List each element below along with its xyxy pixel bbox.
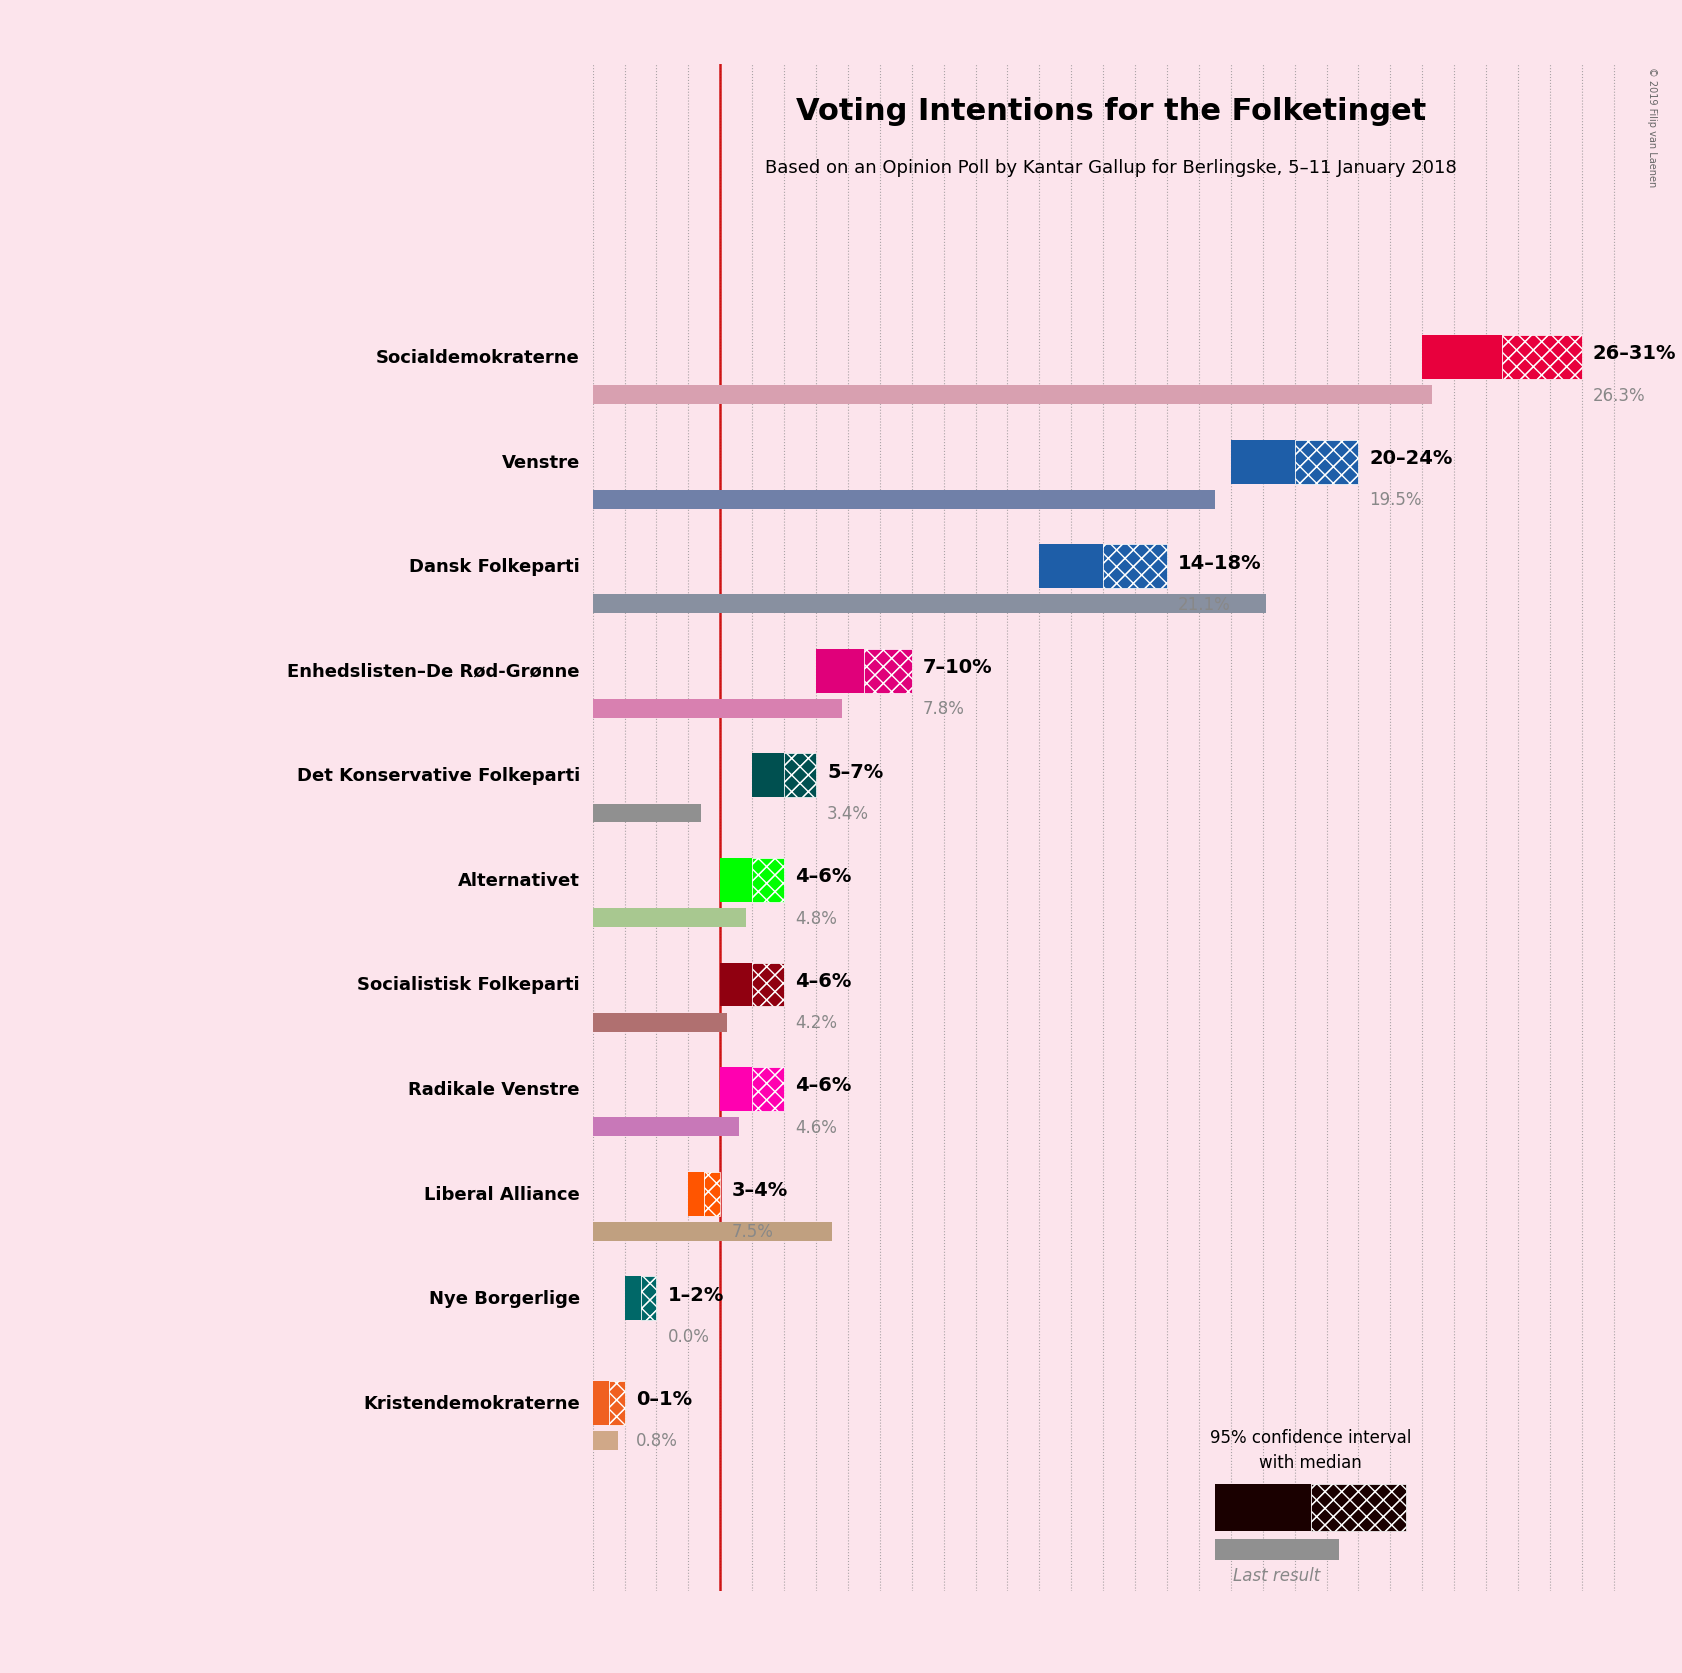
Bar: [592, 1380, 609, 1425]
Text: 7.5%: 7.5%: [732, 1223, 774, 1241]
Text: 0–1%: 0–1%: [636, 1389, 691, 1409]
Text: 21.1%: 21.1%: [1177, 596, 1231, 614]
Text: 4.2%: 4.2%: [796, 1014, 838, 1032]
Text: Socialdemokraterne: Socialdemokraterne: [377, 350, 580, 366]
Text: Radikale Venstre: Radikale Venstre: [409, 1081, 580, 1099]
Bar: [752, 1067, 784, 1111]
Text: 7.8%: 7.8%: [923, 699, 965, 718]
Text: © 2019 Filip van Laenen: © 2019 Filip van Laenen: [1647, 67, 1657, 187]
Text: 4.6%: 4.6%: [796, 1118, 838, 1136]
Bar: [641, 1276, 656, 1320]
Bar: [1295, 440, 1359, 483]
Bar: [592, 805, 701, 823]
Bar: [720, 1067, 752, 1111]
Bar: [784, 755, 816, 798]
Bar: [592, 1430, 619, 1450]
Text: 5–7%: 5–7%: [828, 763, 883, 781]
Bar: [1502, 336, 1581, 380]
Text: Venstre: Venstre: [501, 453, 580, 472]
Text: 95% confidence interval
with median: 95% confidence interval with median: [1209, 1429, 1411, 1472]
Bar: [592, 699, 841, 718]
Bar: [752, 858, 784, 902]
Bar: [720, 858, 752, 902]
Text: 7–10%: 7–10%: [923, 657, 992, 676]
Bar: [1231, 440, 1295, 483]
Text: Based on an Opinion Poll by Kantar Gallup for Berlingske, 5–11 January 2018: Based on an Opinion Poll by Kantar Gallu…: [765, 159, 1457, 177]
Bar: [752, 755, 784, 798]
Bar: [784, 755, 816, 798]
Bar: [609, 1380, 624, 1425]
Bar: [641, 1276, 656, 1320]
Bar: [1423, 336, 1502, 380]
Bar: [1214, 1484, 1310, 1531]
Bar: [1310, 1484, 1406, 1531]
Bar: [1039, 545, 1103, 589]
Text: Nye Borgerlige: Nye Borgerlige: [429, 1290, 580, 1307]
Text: Socialistisk Folkeparti: Socialistisk Folkeparti: [357, 975, 580, 994]
Bar: [592, 596, 1267, 614]
Text: Last result: Last result: [1233, 1566, 1320, 1584]
Bar: [592, 490, 1214, 509]
Text: 3–4%: 3–4%: [732, 1179, 787, 1200]
Text: 26–31%: 26–31%: [1593, 345, 1677, 363]
Bar: [609, 1380, 624, 1425]
Text: 4–6%: 4–6%: [796, 972, 851, 990]
Text: Dansk Folkeparti: Dansk Folkeparti: [409, 557, 580, 576]
Bar: [592, 1014, 727, 1032]
Text: 4.8%: 4.8%: [796, 908, 838, 927]
Bar: [1295, 440, 1359, 483]
Text: Enhedslisten–De Rød-Grønne: Enhedslisten–De Rød-Grønne: [288, 663, 580, 681]
Bar: [752, 964, 784, 1007]
Bar: [592, 908, 745, 927]
Bar: [1214, 1539, 1339, 1561]
Bar: [720, 964, 752, 1007]
Bar: [816, 649, 865, 693]
Bar: [865, 649, 912, 693]
Bar: [1502, 336, 1581, 380]
Bar: [624, 1276, 641, 1320]
Text: 14–18%: 14–18%: [1177, 554, 1262, 572]
Text: 26.3%: 26.3%: [1593, 386, 1645, 405]
Text: Kristendemokraterne: Kristendemokraterne: [363, 1394, 580, 1412]
Text: Liberal Alliance: Liberal Alliance: [424, 1184, 580, 1203]
Text: 0.0%: 0.0%: [668, 1327, 710, 1345]
Bar: [752, 1067, 784, 1111]
Text: Det Konservative Folkeparti: Det Konservative Folkeparti: [296, 766, 580, 785]
Bar: [865, 649, 912, 693]
Bar: [592, 386, 1431, 405]
Text: Voting Intentions for the Folketinget: Voting Intentions for the Folketinget: [796, 97, 1426, 125]
Text: 4–6%: 4–6%: [796, 1076, 851, 1094]
Text: Alternativet: Alternativet: [458, 872, 580, 890]
Bar: [592, 1223, 833, 1241]
Bar: [752, 964, 784, 1007]
Text: 4–6%: 4–6%: [796, 867, 851, 885]
Bar: [1310, 1484, 1406, 1531]
Bar: [752, 858, 784, 902]
Text: 3.4%: 3.4%: [828, 805, 870, 823]
Bar: [705, 1173, 720, 1216]
Text: 1–2%: 1–2%: [668, 1285, 723, 1303]
Bar: [688, 1173, 705, 1216]
Bar: [1103, 545, 1167, 589]
Bar: [705, 1173, 720, 1216]
Bar: [1103, 545, 1167, 589]
Text: 19.5%: 19.5%: [1369, 490, 1421, 509]
Bar: [592, 1118, 740, 1136]
Text: 0.8%: 0.8%: [636, 1432, 678, 1449]
Text: 20–24%: 20–24%: [1369, 448, 1453, 468]
